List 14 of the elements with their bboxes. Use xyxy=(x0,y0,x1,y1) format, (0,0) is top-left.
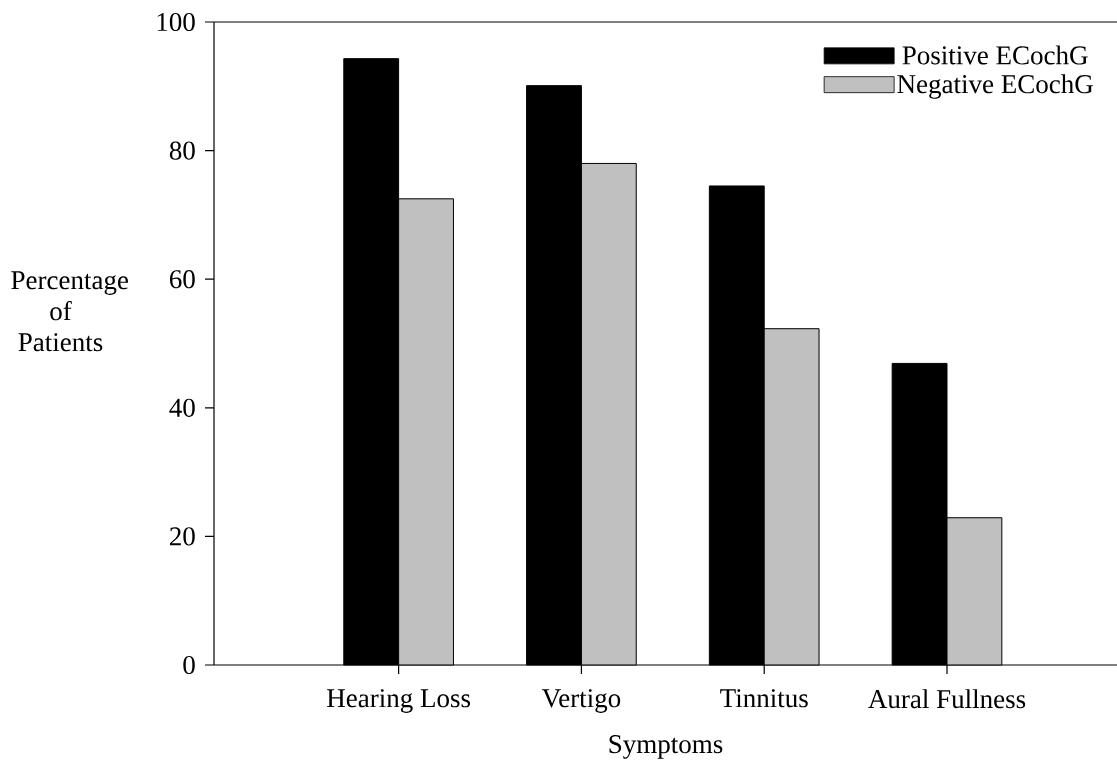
y-tick-label: 60 xyxy=(169,270,195,289)
x-axis-title: Symptoms xyxy=(609,735,723,759)
y-tick-label: 20 xyxy=(170,527,195,546)
legend-label: Negative ECochG xyxy=(897,74,1093,99)
x-tick-label: Aural Fullness xyxy=(868,689,1026,709)
legend-label: Positive ECochG xyxy=(902,45,1088,65)
y-axis-title: Percentage of Patients xyxy=(11,271,129,352)
y-tick-label: 80 xyxy=(169,141,195,160)
x-tick-label: Tinnitus xyxy=(720,689,808,708)
y-tick-label: 100 xyxy=(157,12,195,32)
y-tick-label: 40 xyxy=(169,398,195,417)
y-tick-label: 0 xyxy=(183,655,195,675)
x-tick-label: Hearing Loss xyxy=(327,689,471,713)
x-tick-label: Vertigo xyxy=(541,689,621,713)
